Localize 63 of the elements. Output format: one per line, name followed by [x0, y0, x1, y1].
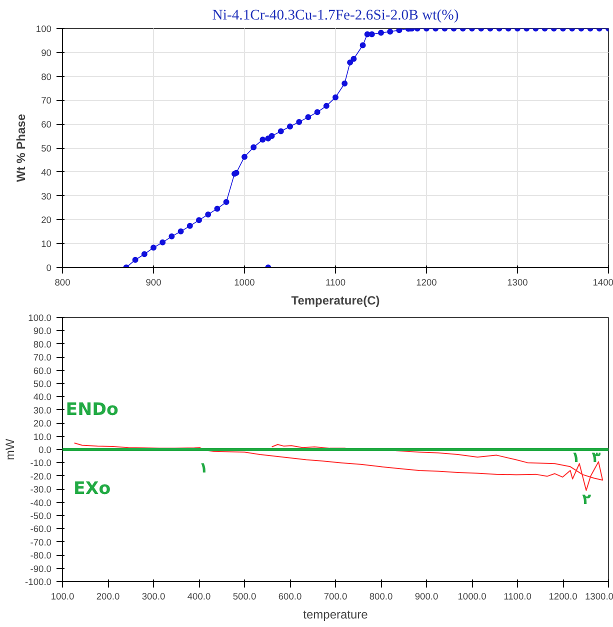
y-tick-label: 10.0	[33, 432, 52, 442]
y-axis-title: Wt % Phase	[14, 114, 28, 182]
x-tick-label: 900	[146, 278, 162, 288]
annotation: ۳	[592, 448, 601, 466]
x-tick-label: 700.0	[324, 592, 348, 602]
x-tick-label: 1000.0	[458, 592, 486, 602]
y-tick-label: 70	[41, 96, 52, 106]
y-tick-label: 60	[41, 120, 52, 130]
y-tick-label: 100	[36, 24, 52, 34]
x-tick-label: 900.0	[414, 592, 438, 602]
y-tick-label: 90.0	[33, 326, 52, 336]
y-tick-label: 40.0	[33, 392, 52, 402]
y-tick-label: 60.0	[33, 366, 52, 376]
y-tick-label: 10	[41, 239, 52, 250]
annotation: ۱	[571, 448, 580, 466]
x-tick-label: 200.0	[96, 592, 120, 602]
x-tick-label: 1200.0	[548, 592, 578, 602]
chart-title: Ni-4.1Cr-40.3Cu-1.7Fe-2.6Si-2.0B wt(%)	[212, 8, 459, 24]
y-tick-label: -10.0	[30, 458, 52, 468]
y-tick-label: 100.0	[28, 313, 52, 323]
annotation: EXo	[74, 479, 111, 500]
y-tick-label: 20	[41, 215, 52, 226]
y-tick-label: -70.0	[30, 537, 52, 548]
x-tick-label: 100.0	[50, 592, 74, 602]
y-tick-label: -60.0	[30, 524, 52, 534]
x-tick-label: 1400	[592, 278, 613, 288]
x-tick-label: 1000	[234, 278, 255, 288]
x-tick-label: 800.0	[369, 592, 393, 602]
x-tick-label: 500.0	[232, 592, 256, 602]
y-tick-label: 70.0	[33, 352, 52, 363]
y-tick-label: -20.0	[30, 471, 52, 482]
y-tick-label: 80.0	[33, 339, 52, 350]
x-tick-label: 1200	[416, 278, 437, 288]
y-tick-label: -100.0	[25, 577, 52, 587]
x-tick-label: 1100	[325, 278, 346, 288]
y-tick-label: 30	[41, 191, 52, 202]
y-tick-label: -80.0	[30, 550, 52, 561]
annotation: ۱	[199, 459, 208, 476]
y-tick-label: 0.0	[38, 445, 52, 455]
y-tick-label: 80	[41, 72, 52, 82]
y-tick-label: 0	[46, 263, 52, 273]
annotation: ۲	[582, 491, 592, 508]
x-tick-label: 800	[54, 278, 70, 288]
y-tick-label: 20.0	[33, 418, 52, 429]
y-tick-label: -90.0	[30, 564, 52, 574]
y-axis-title: mW	[3, 438, 18, 460]
y-tick-label: -30.0	[30, 484, 52, 495]
y-tick-label: 50	[41, 144, 52, 154]
y-tick-label: 90	[41, 48, 52, 58]
y-tick-label: -40.0	[30, 498, 52, 508]
x-axis-title: Temperature(C)	[291, 294, 380, 308]
y-tick-label: 50.0	[33, 379, 52, 389]
x-tick-label: 400.0	[187, 592, 211, 602]
x-tick-label: 300.0	[142, 592, 166, 602]
annotation: ENDo	[66, 400, 118, 420]
x-tick-label: 1300	[507, 278, 528, 288]
x-tick-label: 1300.0	[584, 592, 613, 602]
x-axis-title: temperature	[303, 608, 368, 622]
y-tick-label: -50.0	[30, 511, 52, 521]
x-tick-label: 1100.0	[504, 592, 532, 602]
x-tick-label: 600.0	[278, 592, 302, 602]
y-tick-label: 30.0	[33, 405, 52, 416]
y-tick-label: 40	[41, 167, 52, 178]
